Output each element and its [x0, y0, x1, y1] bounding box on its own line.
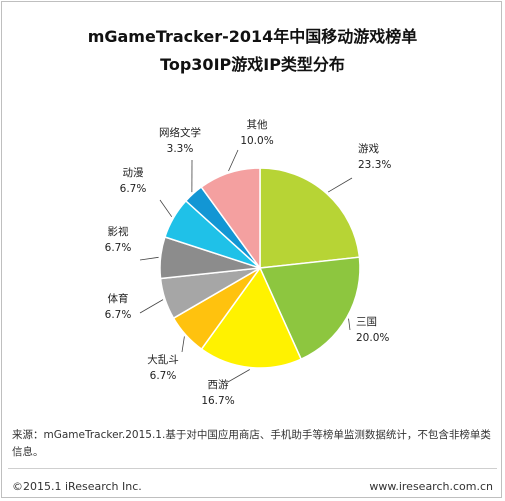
pie-slices [159, 167, 361, 369]
slice-label-3: 西游 [208, 378, 229, 391]
slice-value-1: 23.3% [358, 159, 391, 171]
leader-line-1 [327, 177, 353, 193]
pie-slice-1 [259, 167, 361, 269]
slice-value-8: 3.3% [167, 143, 194, 155]
slice-value-9: 10.0% [240, 135, 273, 147]
pie-leader-lines [139, 149, 353, 383]
pie-slice-3 [200, 266, 303, 369]
slice-value-7: 6.7% [120, 183, 147, 195]
slice-label-9: 其他 [247, 118, 268, 131]
slice-label-6: 影视 [108, 225, 129, 238]
pie-slice-2 [258, 256, 361, 361]
slice-value-2: 20.0% [356, 332, 389, 344]
slice-label-5: 体育 [108, 292, 129, 305]
source-note: 来源：mGameTracker.2015.1.基于对中国应用商店、手机助手等榜单… [12, 429, 491, 458]
slice-value-3: 16.7% [201, 395, 234, 407]
slice-label-7: 动漫 [123, 166, 144, 179]
slice-label-8: 网络文学 [159, 126, 201, 139]
leader-line-3 [227, 369, 250, 383]
leader-line-2 [348, 318, 351, 331]
slice-label-4: 大乱斗 [147, 353, 179, 366]
chart-subtitle: Top30IP游戏IP类型分布 [160, 55, 345, 74]
leader-line-7 [159, 199, 173, 218]
website-link[interactable]: www.iresearch.com.cn [369, 480, 493, 493]
leader-line-5 [139, 299, 164, 314]
leader-line-9 [228, 149, 239, 172]
slice-value-4: 6.7% [150, 370, 177, 382]
leader-line-6 [139, 256, 159, 261]
slice-value-5: 6.7% [105, 309, 132, 321]
pie-labels: 游戏 23.3% 三国 20.0% 西游 16.7% 大乱斗 6.7% 体育 6.7% 影视 6.7%… [105, 118, 392, 407]
slice-label-1: 游戏 [358, 142, 379, 155]
slice-label-2: 三国 [356, 316, 377, 328]
leader-line-4 [181, 336, 185, 353]
slice-value-6: 6.7% [105, 242, 132, 254]
footer-divider [8, 468, 497, 469]
pie-slice-9 [200, 167, 261, 271]
copyright: ©2015.1 iResearch Inc. [12, 480, 142, 493]
chart-title: mGameTracker-2014年中国移动游戏榜单 [87, 27, 418, 46]
